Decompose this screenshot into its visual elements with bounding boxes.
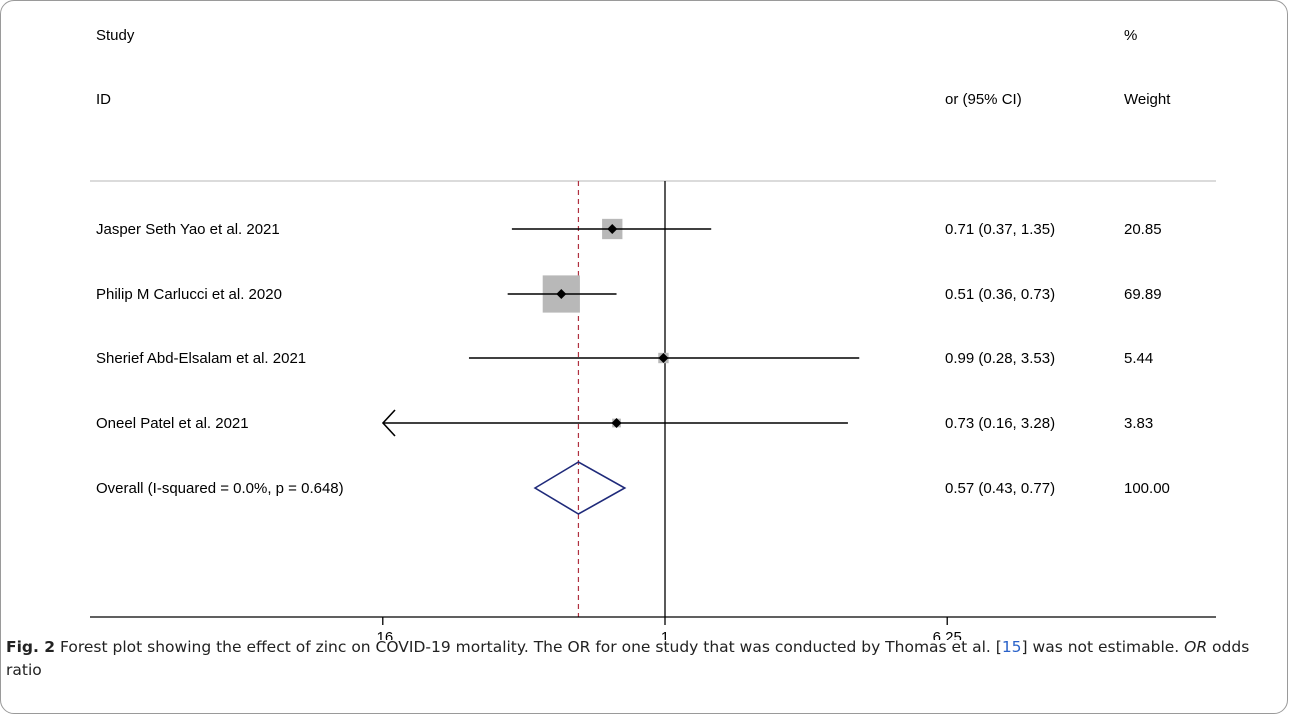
figure-caption: Fig. 2 Forest plot showing the effect of… (6, 636, 1276, 682)
point-estimate-marker (611, 418, 622, 428)
header-id: ID (96, 91, 111, 108)
caption-label: Fig. 2 (6, 638, 56, 656)
caption-text-3: odds ratio (6, 638, 1250, 679)
x-tick-label: .16 (372, 629, 393, 640)
point-estimate-marker (556, 289, 567, 299)
point-estimate-marker (607, 224, 618, 234)
study-or-ci: 0.71 (0.37, 1.35) (945, 221, 1055, 238)
study-weight: 5.44 (1124, 350, 1153, 367)
study-weight: 3.83 (1124, 415, 1153, 432)
overall-or-ci: 0.57 (0.43, 0.77) (945, 480, 1055, 497)
overall-weight: 100.00 (1124, 480, 1170, 497)
study-or-ci: 0.73 (0.16, 3.28) (945, 415, 1055, 432)
study-or-ci: 0.99 (0.28, 3.53) (945, 350, 1055, 367)
overall-label: Overall (I-squared = 0.0%, p = 0.648) (96, 480, 344, 497)
point-estimate-marker (658, 353, 669, 363)
study-label: Philip M Carlucci et al. 2020 (96, 286, 282, 303)
header-weight: Weight (1124, 91, 1171, 108)
x-tick-label: 1 (661, 629, 669, 640)
caption-abbr: OR (1184, 638, 1208, 656)
caption-text-2: ] was not estimable. (1021, 638, 1185, 656)
x-tick-label: 6.25 (933, 629, 962, 640)
study-weight: 20.85 (1124, 221, 1162, 238)
study-label: Jasper Seth Yao et al. 2021 (96, 221, 280, 238)
caption-text-1: Forest plot showing the effect of zinc o… (60, 638, 1002, 656)
study-label: Oneel Patel et al. 2021 (96, 415, 249, 432)
header-study: Study (96, 27, 135, 44)
study-label: Sherief Abd-Elsalam et al. 2021 (96, 350, 306, 367)
forest-plot: Study ID or (95% CI) % Weight Jasper Set… (90, 27, 1216, 640)
header-percent: % (1124, 27, 1137, 44)
overall-diamond (533, 461, 627, 515)
caption-reference-link[interactable]: 15 (1001, 638, 1022, 656)
study-weight: 69.89 (1124, 286, 1162, 303)
header-or-ci: or (95% CI) (945, 91, 1022, 108)
ci-truncation-arrow (381, 409, 396, 437)
study-or-ci: 0.51 (0.36, 0.73) (945, 286, 1055, 303)
